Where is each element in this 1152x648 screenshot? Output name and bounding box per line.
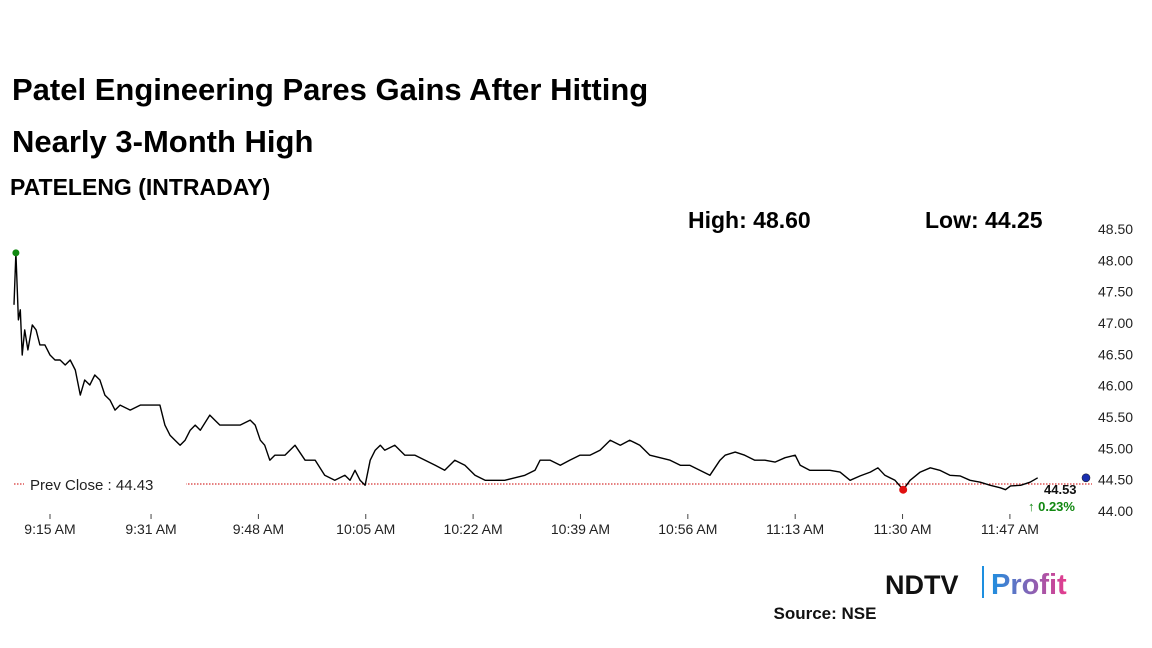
logo-profit: Profit — [991, 569, 1067, 601]
high-marker — [12, 249, 20, 257]
chart-title: Nearly 3-Month High — [12, 124, 313, 159]
prev-close-label: Prev Close : 44.43 — [30, 477, 153, 494]
x-tick-label: 9:15 AM — [24, 521, 75, 537]
y-tick-label: 46.00 — [1098, 378, 1133, 394]
x-tick-label: 10:39 AM — [551, 521, 610, 537]
last-value-label: 44.53 — [1044, 482, 1077, 497]
x-tick-label: 11:47 AM — [981, 521, 1039, 537]
price-line — [13, 252, 1039, 491]
y-tick-label: 48.50 — [1098, 221, 1133, 237]
low-marker — [899, 485, 908, 494]
x-tick-label: 10:56 AM — [658, 521, 717, 537]
y-tick-label: 48.00 — [1098, 252, 1133, 268]
logo-ndtv: NDTV — [885, 570, 959, 600]
y-tick-label: 44.50 — [1098, 472, 1133, 488]
y-tick-label: 46.50 — [1098, 346, 1133, 362]
low-label: Low: 44.25 — [925, 207, 1043, 233]
x-tick-label: 10:22 AM — [444, 521, 503, 537]
chart-subtitle: PATELENG (INTRADAY) — [10, 174, 270, 200]
prev-close-bg — [24, 473, 186, 494]
y-tick-label: 47.00 — [1098, 315, 1133, 331]
y-tick-label: 45.00 — [1098, 440, 1133, 456]
change-label: ↑ 0.23% — [1028, 499, 1075, 514]
y-tick-label: 47.50 — [1098, 284, 1133, 300]
last-marker — [1081, 473, 1091, 483]
y-tick-label: 44.00 — [1098, 503, 1133, 519]
source: Source: NSE — [774, 604, 877, 623]
x-tick-label: 9:48 AM — [233, 521, 284, 537]
chart-title: Patel Engineering Pares Gains After Hitt… — [12, 72, 648, 107]
y-tick-label: 45.50 — [1098, 409, 1133, 425]
x-tick-label: 11:13 AM — [766, 521, 824, 537]
x-tick-label: 9:31 AM — [125, 521, 176, 537]
high-label: High: 48.60 — [688, 207, 811, 233]
x-tick-label: 11:30 AM — [873, 521, 931, 537]
x-tick-label: 10:05 AM — [336, 521, 395, 537]
